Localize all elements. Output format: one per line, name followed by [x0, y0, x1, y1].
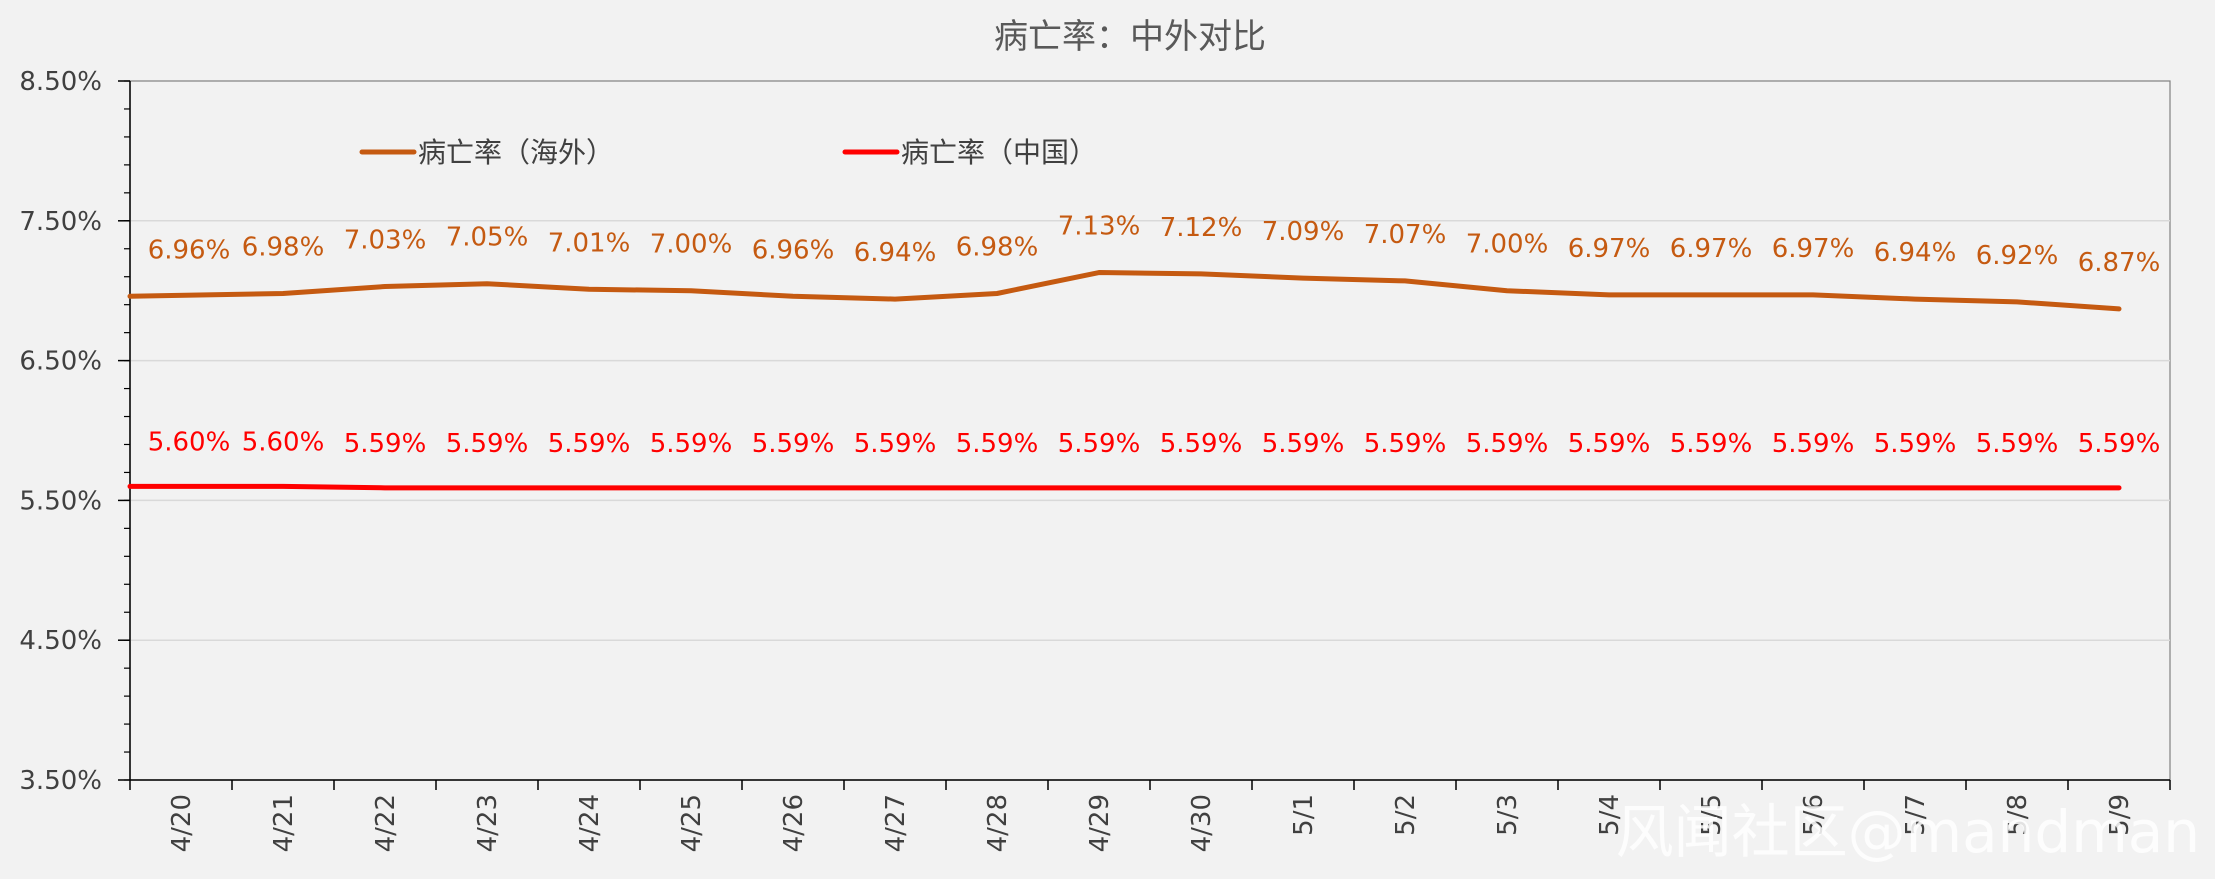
data-label: 7.09%	[1262, 217, 1345, 247]
data-label: 5.59%	[650, 429, 733, 459]
data-label: 5.59%	[2078, 429, 2161, 459]
x-tick-label: 4/24	[575, 794, 605, 852]
data-label: 5.60%	[148, 427, 231, 457]
x-tick-label: 4/26	[779, 794, 809, 852]
data-label: 7.03%	[344, 226, 427, 256]
x-tick-label: 4/29	[1085, 794, 1115, 852]
x-tick-label: 4/30	[1187, 794, 1217, 852]
legend-label: 病亡率（中国）	[901, 136, 1097, 169]
data-label: 5.59%	[1874, 429, 1957, 459]
data-label: 5.59%	[752, 429, 835, 459]
data-label: 7.13%	[1058, 212, 1141, 242]
data-label: 5.59%	[956, 429, 1039, 459]
x-tick-label: 4/28	[983, 794, 1013, 852]
data-label: 5.59%	[854, 429, 937, 459]
y-tick-label: 6.50%	[19, 347, 102, 377]
series-line-china	[127, 483, 2122, 491]
x-tick-label: 4/21	[269, 794, 299, 852]
data-label: 6.96%	[148, 235, 231, 265]
x-tick-label: 5/9	[2105, 794, 2135, 836]
data-label: 6.97%	[1568, 234, 1651, 264]
watermark: 风闻社区@mandman	[1616, 798, 2200, 866]
data-label: 6.98%	[956, 232, 1039, 262]
data-label: 5.59%	[1976, 429, 2059, 459]
data-label: 7.00%	[650, 230, 733, 260]
y-tick-label: 5.50%	[19, 486, 102, 516]
data-label: 5.59%	[446, 429, 529, 459]
x-tick-label: 5/3	[1493, 794, 1523, 836]
data-label: 6.98%	[242, 232, 325, 262]
y-tick-label: 8.50%	[19, 67, 102, 97]
data-label: 6.97%	[1670, 234, 1753, 264]
x-tick-label: 4/27	[881, 794, 911, 852]
data-label: 5.60%	[242, 427, 325, 457]
data-label: 5.59%	[1160, 429, 1243, 459]
data-label: 7.05%	[446, 223, 529, 253]
x-tick-label: 5/1	[1289, 794, 1319, 836]
x-tick-label: 5/2	[1391, 794, 1421, 836]
data-label: 5.59%	[1058, 429, 1141, 459]
data-label: 5.59%	[1466, 429, 1549, 459]
x-tick-label: 4/23	[473, 794, 503, 852]
series-line-overseas	[127, 270, 2122, 312]
data-label: 6.87%	[2078, 248, 2161, 278]
x-tick-label: 5/8	[2003, 794, 2033, 836]
y-tick-label: 4.50%	[19, 626, 102, 656]
data-label: 7.01%	[548, 228, 631, 258]
data-label: 6.96%	[752, 235, 835, 265]
x-tick-label: 4/25	[677, 794, 707, 852]
data-label: 6.92%	[1976, 241, 2059, 271]
data-label: 5.59%	[1772, 429, 1855, 459]
data-label: 6.94%	[1874, 238, 1957, 268]
data-label: 5.59%	[1568, 429, 1651, 459]
plot-frame	[129, 80, 2171, 781]
chart-title: 病亡率：中外对比	[994, 17, 1266, 57]
data-label: 7.12%	[1160, 213, 1243, 243]
data-label: 7.07%	[1364, 220, 1447, 250]
data-label: 5.59%	[1670, 429, 1753, 459]
legend-label: 病亡率（海外）	[418, 136, 614, 169]
data-label: 5.59%	[344, 429, 427, 459]
x-tick-label: 5/4	[1595, 794, 1625, 836]
x-tick-label: 5/5	[1697, 794, 1727, 836]
data-label: 6.97%	[1772, 234, 1855, 264]
x-tick-label: 4/22	[371, 794, 401, 852]
data-label: 5.59%	[548, 429, 631, 459]
x-tick-label: 4/20	[167, 794, 197, 852]
data-label: 5.59%	[1364, 429, 1447, 459]
x-tick-label: 5/6	[1799, 794, 1829, 836]
x-tick-label: 5/7	[1901, 794, 1931, 836]
data-label: 6.94%	[854, 238, 937, 268]
data-label: 7.00%	[1466, 230, 1549, 260]
y-tick-label: 7.50%	[19, 207, 102, 237]
data-label: 5.59%	[1262, 429, 1345, 459]
y-tick-label: 3.50%	[19, 766, 102, 796]
